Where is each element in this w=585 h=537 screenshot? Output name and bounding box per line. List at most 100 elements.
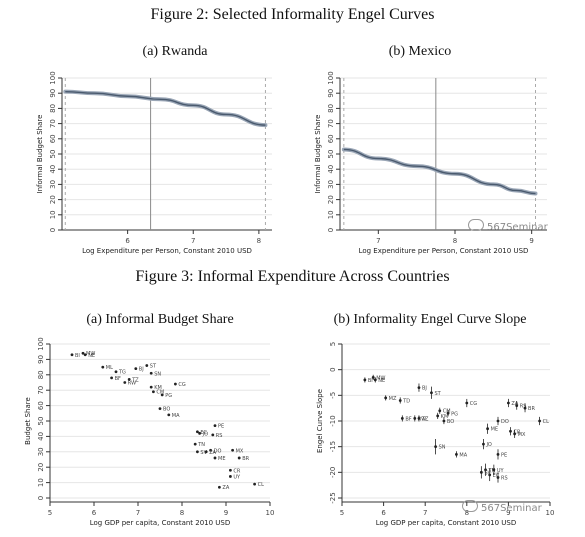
- point-label: DO: [501, 419, 509, 425]
- data-point: [204, 450, 208, 454]
- point-label: BO: [163, 407, 170, 413]
- point-label: CG: [470, 401, 477, 407]
- point-label: PG: [451, 411, 458, 417]
- point-label: ZA: [209, 450, 216, 456]
- data-point: [158, 407, 162, 411]
- point-label: MZ: [389, 396, 397, 402]
- y-tick-label: -25: [329, 492, 337, 503]
- informal-budget-share-scatter: 0 10 20 30 40 50 60 70 80 90 100 5 6 7 8 9 10 Log GDP per…: [24, 337, 275, 527]
- point-label: EC: [200, 430, 207, 436]
- data-point: [436, 414, 440, 418]
- point-label: CM: [156, 390, 164, 396]
- x-tick-label: 6: [381, 509, 386, 517]
- data-point: [237, 456, 241, 460]
- data-point: [196, 450, 199, 454]
- data-point: [479, 470, 483, 474]
- y-tick-label: 70: [49, 119, 57, 128]
- y-tick-label: 20: [49, 195, 57, 204]
- data-point: [373, 378, 377, 382]
- point-label: BJ: [422, 386, 427, 392]
- figure2-title: Figure 2: Selected Informality Engel Cur…: [150, 6, 435, 23]
- y-tick-label: -10: [329, 415, 337, 426]
- data-point: [253, 482, 256, 486]
- x-tick-label: 8: [453, 237, 457, 245]
- data-point: [211, 433, 215, 437]
- x-tick-label: 7: [423, 509, 427, 517]
- y-tick-label: 50: [37, 417, 45, 426]
- data-point: [465, 401, 469, 405]
- rwanda-engel-curve-chart: 0 10 20 30 40 50 60 70 80 90 100 6 7 8 Log Expenditure…: [36, 71, 272, 255]
- data-point: [167, 413, 171, 417]
- x-tick-label: 5: [48, 509, 52, 517]
- point-label: ME: [218, 456, 225, 462]
- data-point: [174, 382, 177, 386]
- x-axis-label: Log GDP per capita, Constant 2010 USD: [376, 519, 517, 527]
- point-label: SN: [154, 371, 161, 377]
- data-point: [218, 485, 221, 489]
- x-tick-label: 5: [340, 509, 344, 517]
- point-label: MX: [518, 432, 526, 438]
- point-label: TZ: [131, 377, 139, 383]
- point-label: PE: [501, 452, 507, 458]
- point-label: CR: [513, 429, 520, 435]
- data-point: [149, 371, 153, 375]
- x-tick-label: 8: [257, 237, 261, 245]
- x-tick-label: 9: [506, 509, 510, 517]
- point-label: MA: [459, 452, 467, 458]
- point-label: BI: [368, 378, 373, 384]
- point-label: UY: [233, 474, 241, 480]
- data-point: [145, 364, 149, 367]
- data-point: [123, 381, 127, 384]
- data-point: [110, 376, 113, 380]
- point-label: RS: [216, 433, 223, 439]
- data-point: [513, 432, 517, 436]
- point-label: TG: [118, 370, 126, 376]
- point-label: BR: [242, 456, 249, 462]
- data-point: [127, 378, 131, 381]
- point-label: TZ: [421, 416, 429, 422]
- y-tick-label: 60: [37, 401, 45, 410]
- wechat-icon: [462, 500, 478, 512]
- x-tick-label: 6: [125, 237, 130, 245]
- point-label: TD: [402, 398, 410, 404]
- point-label: MX: [236, 448, 244, 454]
- x-tick-label: 6: [92, 509, 97, 517]
- data-point: [160, 393, 164, 397]
- x-tick-label: 9: [529, 237, 533, 245]
- y-tick-label: 100: [37, 337, 45, 350]
- watermark: 567Seminar: [462, 500, 542, 514]
- x-tick-label: 7: [136, 509, 140, 517]
- data-point: [83, 353, 87, 357]
- data-point: [149, 385, 153, 389]
- point-label: PE: [218, 424, 224, 430]
- data-point: [486, 427, 489, 431]
- y-tick-label: 90: [37, 355, 45, 364]
- data-point: [231, 448, 235, 452]
- x-tick-label: 10: [266, 509, 275, 517]
- point-label: NE: [378, 378, 385, 384]
- point-label: RW: [128, 381, 136, 387]
- y-tick-label: 10: [49, 210, 57, 219]
- data-point: [417, 417, 421, 420]
- y-tick-label: 0: [37, 496, 45, 500]
- point-label: ST: [150, 364, 157, 370]
- point-label: DO: [214, 448, 222, 454]
- x-axis-label: Log Expenditure per Person, Constant 201…: [359, 247, 529, 255]
- data-point: [229, 468, 232, 472]
- data-point: [229, 475, 232, 478]
- figure3b-caption: (b) Informality Engel Curve Slope: [333, 312, 527, 327]
- y-tick-label: 100: [327, 71, 335, 84]
- point-label: KM: [441, 414, 449, 420]
- y-tick-label: 30: [37, 447, 45, 456]
- point-label: ST: [434, 391, 441, 397]
- y-tick-label: -5: [329, 392, 337, 399]
- x-tick-label: 7: [376, 237, 380, 245]
- y-tick-label: 60: [327, 134, 335, 143]
- data-point: [213, 456, 217, 460]
- data-point: [81, 351, 85, 355]
- data-point: [492, 468, 496, 472]
- figure2a-caption: (a) Rwanda: [142, 44, 208, 59]
- data-point: [70, 353, 74, 357]
- y-tick-label: 20: [37, 463, 45, 472]
